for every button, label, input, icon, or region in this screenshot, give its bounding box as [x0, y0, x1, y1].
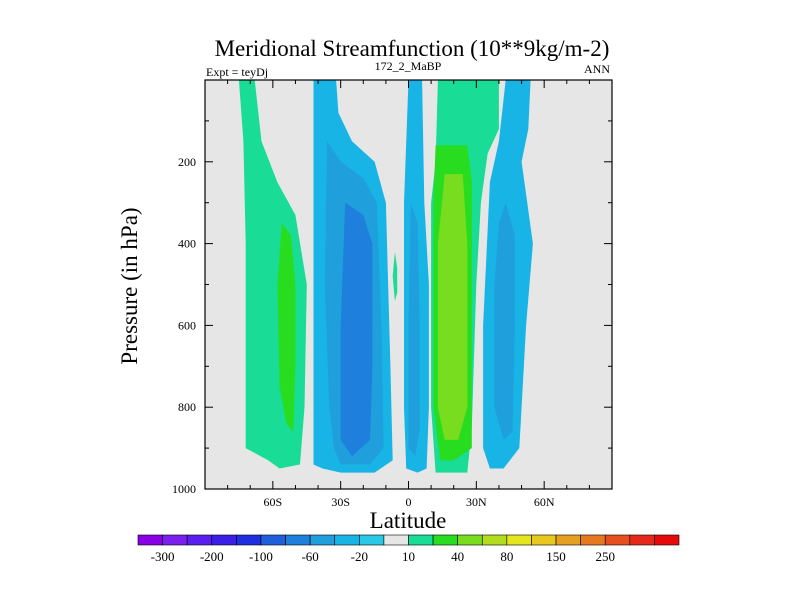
colorbar-label: -300: [151, 549, 175, 564]
colorbar-swatch: [654, 534, 680, 546]
nh-equatorial-negative-core: [408, 202, 420, 457]
x-tick-label: 30S: [331, 495, 350, 509]
subtitle-center: 172_2_MaBP: [375, 59, 442, 73]
colorbar-label: -200: [200, 549, 224, 564]
colorbar-label: 40: [451, 549, 464, 564]
colorbar-swatch: [309, 534, 336, 546]
x-tick-label: 30N: [466, 495, 487, 509]
colorbar-swatch: [531, 534, 557, 546]
y-tick-label: 200: [178, 155, 196, 169]
colorbar-label: -20: [351, 549, 368, 564]
x-tick-label: 60S: [263, 495, 282, 509]
colorbar-label: 250: [595, 549, 615, 564]
colorbar-label: -100: [249, 549, 273, 564]
colorbar-swatch: [334, 534, 360, 546]
colorbar-swatch: [629, 534, 655, 546]
colorbar-swatch: [481, 534, 508, 546]
colorbar-swatch: [186, 534, 213, 546]
colorbar-swatch: [383, 534, 409, 546]
colorbar-swatch: [604, 534, 631, 546]
axes: 60S 30S 0 30N 60N 200 400 600 800 1000: [172, 79, 613, 509]
plot-area: [205, 80, 612, 489]
colorbar-swatch: [162, 534, 188, 546]
subtitle-right: ANN: [584, 62, 610, 76]
x-tick-label: 60N: [534, 495, 555, 509]
colorbar-swatch: [211, 534, 237, 546]
x-tick-label: 0: [406, 495, 412, 509]
colorbar-swatch: [457, 534, 483, 546]
colorbar-swatch: [137, 534, 163, 546]
chart-title: Meridional Streamfunction (10**9kg/m-2): [215, 36, 610, 61]
colorbar-swatch: [432, 534, 458, 546]
colorbar-swatch: [285, 534, 311, 546]
colorbar-swatch: [408, 534, 434, 546]
y-tick-label: 800: [178, 400, 196, 414]
colorbar-swatch: [555, 534, 581, 546]
colorbar-swatch: [580, 534, 606, 546]
colorbar-label: 10: [402, 549, 415, 564]
colorbar-label: -60: [301, 549, 318, 564]
nh-positive-core: [437, 174, 468, 440]
nh-outer-negative-core: [494, 202, 515, 440]
equatorial-positive-sliver: [392, 251, 398, 301]
colorbar-label: 150: [546, 549, 566, 564]
colorbar-swatch: [260, 534, 286, 546]
colorbar-swatch: [359, 534, 385, 546]
sh-outer-positive-core: [277, 223, 296, 432]
colorbar-swatch: [236, 534, 262, 546]
colorbar: -300 -200 -100 -60 -20 10 40 80 150 250: [137, 534, 680, 564]
colorbar-swatch: [506, 534, 532, 546]
y-axis-label: Pressure (in hPa): [117, 207, 142, 364]
sh-negative-core: [340, 202, 373, 457]
colorbar-label: 80: [500, 549, 513, 564]
y-tick-label: 1000: [172, 482, 196, 496]
y-tick-label: 600: [178, 318, 196, 332]
x-axis-label: Latitude: [370, 508, 447, 533]
y-tick-label: 400: [178, 237, 196, 251]
subtitle-left: Expt = teyDj: [206, 65, 268, 79]
